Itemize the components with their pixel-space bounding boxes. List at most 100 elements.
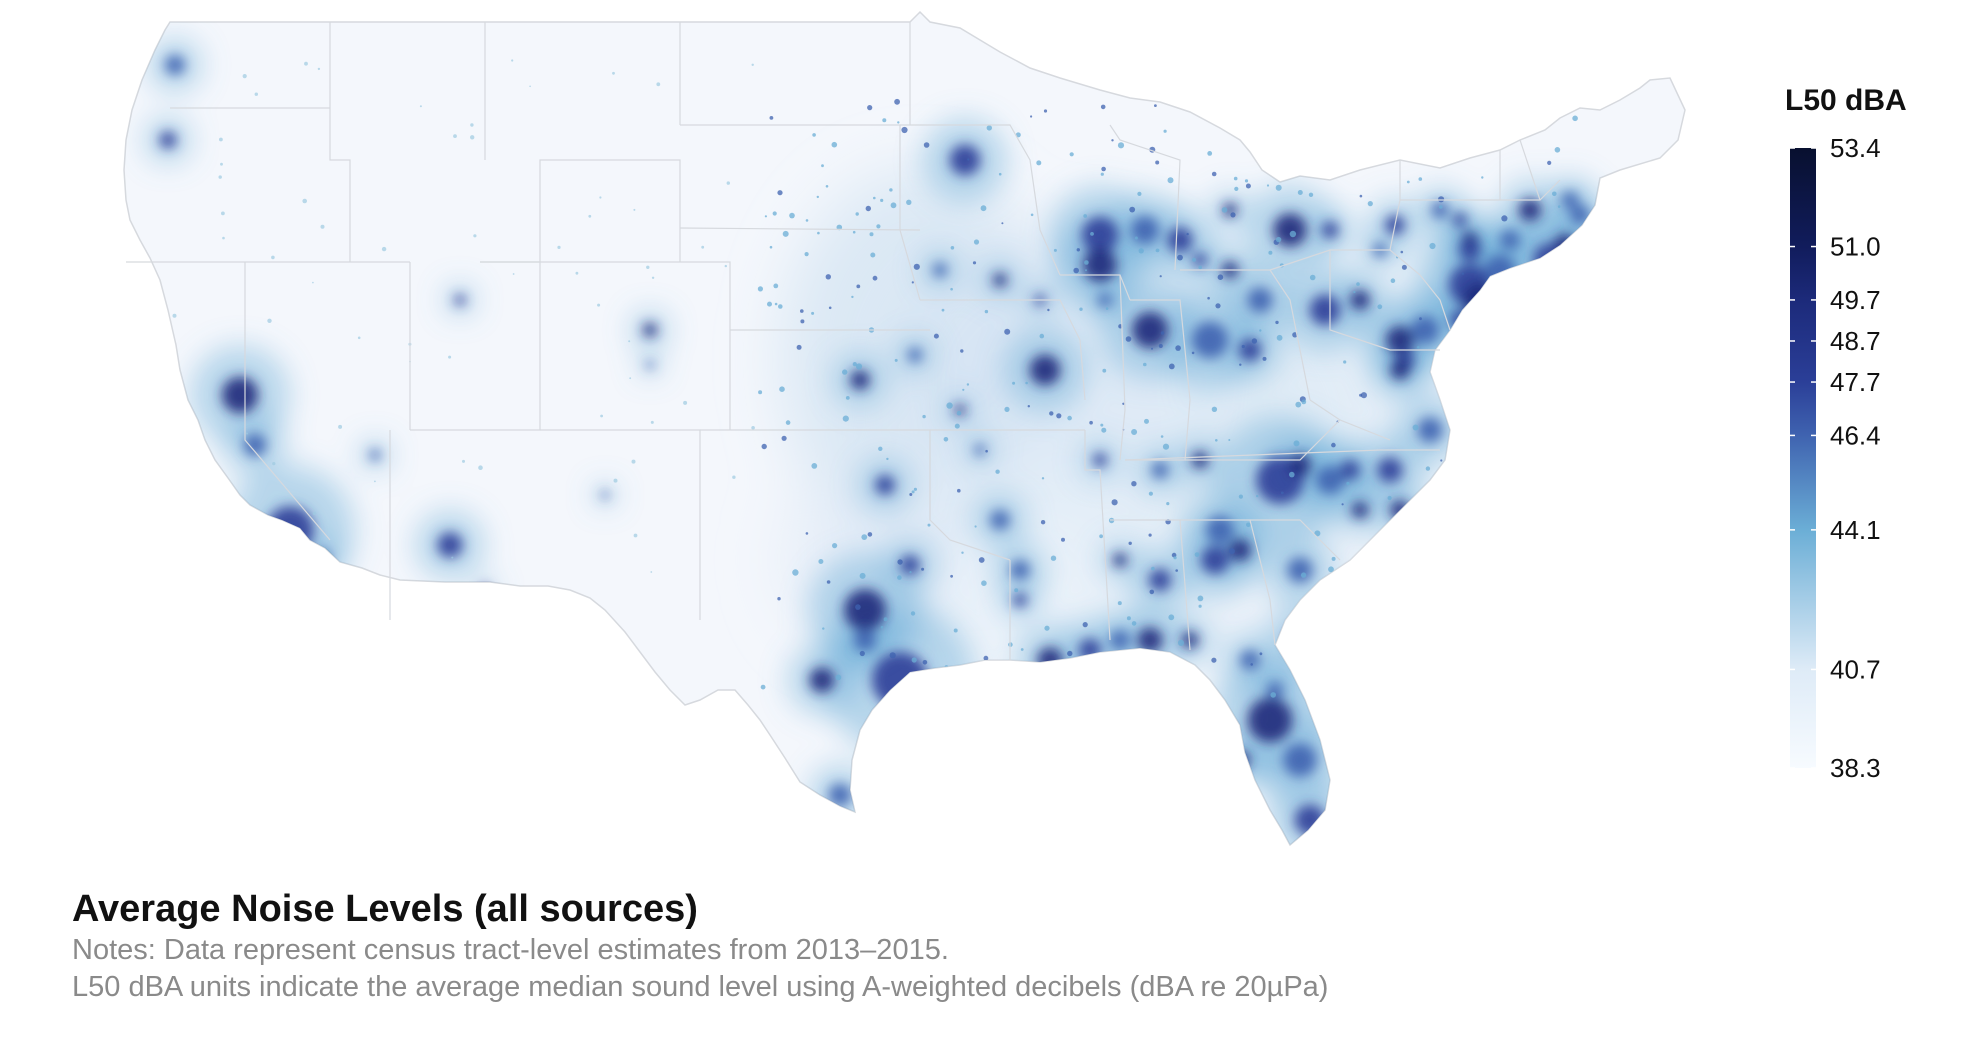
town-noise-speck bbox=[1198, 265, 1202, 270]
town-noise-speck bbox=[1406, 180, 1410, 184]
town-noise-speck bbox=[1084, 260, 1089, 265]
us-map bbox=[123, 10, 1686, 847]
town-noise-speck bbox=[1204, 691, 1210, 697]
city-noise-core bbox=[243, 433, 267, 457]
city-noise-halo bbox=[1033, 663, 1087, 717]
town-noise-speck bbox=[221, 211, 225, 216]
city-noise-core bbox=[1247, 287, 1273, 313]
town-noise-speck bbox=[1398, 514, 1402, 518]
city-noise-core bbox=[1585, 240, 1605, 260]
town-noise-speck bbox=[1266, 158, 1270, 161]
town-noise-speck bbox=[1301, 399, 1307, 405]
town-noise-speck bbox=[956, 410, 962, 416]
town-noise-speck bbox=[880, 198, 884, 202]
town-noise-speck bbox=[845, 396, 850, 400]
town-noise-speck bbox=[1004, 406, 1010, 412]
town-noise-speck bbox=[374, 480, 376, 483]
town-noise-speck bbox=[1083, 214, 1088, 218]
town-noise-speck bbox=[1465, 440, 1469, 444]
town-noise-speck bbox=[1306, 143, 1312, 149]
town-noise-speck bbox=[246, 432, 248, 435]
city-noise-core bbox=[1273, 213, 1307, 247]
town-noise-speck bbox=[800, 319, 805, 324]
town-noise-speck bbox=[894, 358, 898, 362]
town-noise-speck bbox=[1346, 481, 1350, 486]
town-noise-speck bbox=[1143, 362, 1147, 367]
town-noise-speck bbox=[980, 205, 987, 212]
town-noise-speck bbox=[1411, 540, 1414, 543]
town-noise-speck bbox=[867, 532, 873, 537]
town-noise-speck bbox=[462, 459, 465, 463]
town-noise-speck bbox=[612, 71, 615, 75]
town-noise-speck bbox=[1537, 99, 1541, 103]
town-noise-speck bbox=[1148, 491, 1153, 496]
town-noise-speck bbox=[419, 105, 422, 108]
town-noise-speck bbox=[927, 523, 931, 527]
town-noise-speck bbox=[1276, 334, 1283, 341]
town-noise-speck bbox=[1186, 232, 1189, 236]
town-noise-speck bbox=[1275, 320, 1279, 325]
town-noise-speck bbox=[613, 478, 618, 483]
town-noise-speck bbox=[1203, 113, 1207, 116]
town-noise-speck bbox=[1289, 471, 1295, 478]
town-noise-speck bbox=[254, 92, 258, 96]
town-noise-speck bbox=[1036, 160, 1042, 166]
town-noise-speck bbox=[804, 252, 809, 257]
town-noise-speck bbox=[470, 135, 475, 140]
city-noise-core bbox=[853, 628, 877, 652]
city-noise-core bbox=[1110, 630, 1130, 650]
town-noise-speck bbox=[769, 116, 774, 120]
town-noise-speck bbox=[1297, 143, 1302, 148]
town-noise-speck bbox=[220, 162, 223, 166]
town-noise-speck bbox=[962, 388, 965, 391]
legend-tick-label: 46.4 bbox=[1830, 420, 1881, 450]
town-noise-speck bbox=[312, 511, 317, 515]
city-noise-core bbox=[1138, 683, 1152, 697]
town-noise-speck bbox=[646, 265, 650, 269]
town-noise-speck bbox=[1492, 439, 1495, 443]
town-noise-speck bbox=[855, 363, 863, 370]
city-noise-core bbox=[1561, 191, 1579, 209]
town-noise-speck bbox=[901, 126, 908, 134]
town-noise-speck bbox=[1215, 439, 1218, 442]
city-noise-halo bbox=[1213, 733, 1267, 787]
town-noise-speck bbox=[1089, 420, 1093, 425]
town-noise-speck bbox=[983, 655, 989, 661]
town-noise-speck bbox=[1217, 274, 1224, 281]
town-noise-speck bbox=[1159, 275, 1162, 278]
town-noise-speck bbox=[828, 306, 832, 310]
legend-tick-label: 44.1 bbox=[1830, 515, 1881, 545]
town-noise-speck bbox=[1043, 109, 1048, 113]
town-noise-speck bbox=[1400, 250, 1404, 254]
town-noise-speck bbox=[778, 304, 783, 309]
town-noise-speck bbox=[1425, 466, 1431, 471]
city-noise-halo bbox=[225, 465, 355, 595]
town-noise-speck bbox=[978, 557, 985, 563]
town-noise-speck bbox=[1148, 533, 1152, 537]
town-noise-speck bbox=[913, 487, 918, 491]
town-noise-speck bbox=[1211, 657, 1217, 663]
city-noise-core bbox=[1294, 804, 1326, 836]
town-noise-speck bbox=[789, 212, 795, 219]
city-noise-core bbox=[1350, 290, 1370, 310]
town-noise-speck bbox=[894, 98, 900, 105]
city-noise-core bbox=[1206, 516, 1234, 544]
town-noise-speck bbox=[1535, 634, 1540, 639]
town-noise-speck bbox=[597, 303, 601, 307]
town-noise-speck bbox=[1485, 667, 1489, 671]
town-noise-speck bbox=[1435, 543, 1440, 549]
town-noise-speck bbox=[1390, 278, 1396, 284]
town-noise-speck bbox=[1215, 303, 1221, 309]
town-noise-speck bbox=[651, 276, 655, 279]
town-noise-speck bbox=[1262, 356, 1267, 361]
town-noise-speck bbox=[1417, 523, 1423, 529]
note-line-1: Notes: Data represent census tract-level… bbox=[72, 934, 949, 966]
city-noise-core bbox=[1287, 627, 1313, 653]
town-noise-speck bbox=[1544, 518, 1548, 522]
city-noise-core bbox=[1390, 500, 1410, 520]
town-noise-speck bbox=[267, 318, 272, 323]
town-noise-speck bbox=[1560, 483, 1565, 488]
legend-ticks: 53.4 51.0 49.7 48.7 47.7 46.4 44.1 40.7 38.3 bbox=[1790, 133, 1881, 783]
noise-map bbox=[123, 10, 1686, 847]
note-line-2: L50 dBA units indicate the average media… bbox=[72, 971, 1329, 1003]
